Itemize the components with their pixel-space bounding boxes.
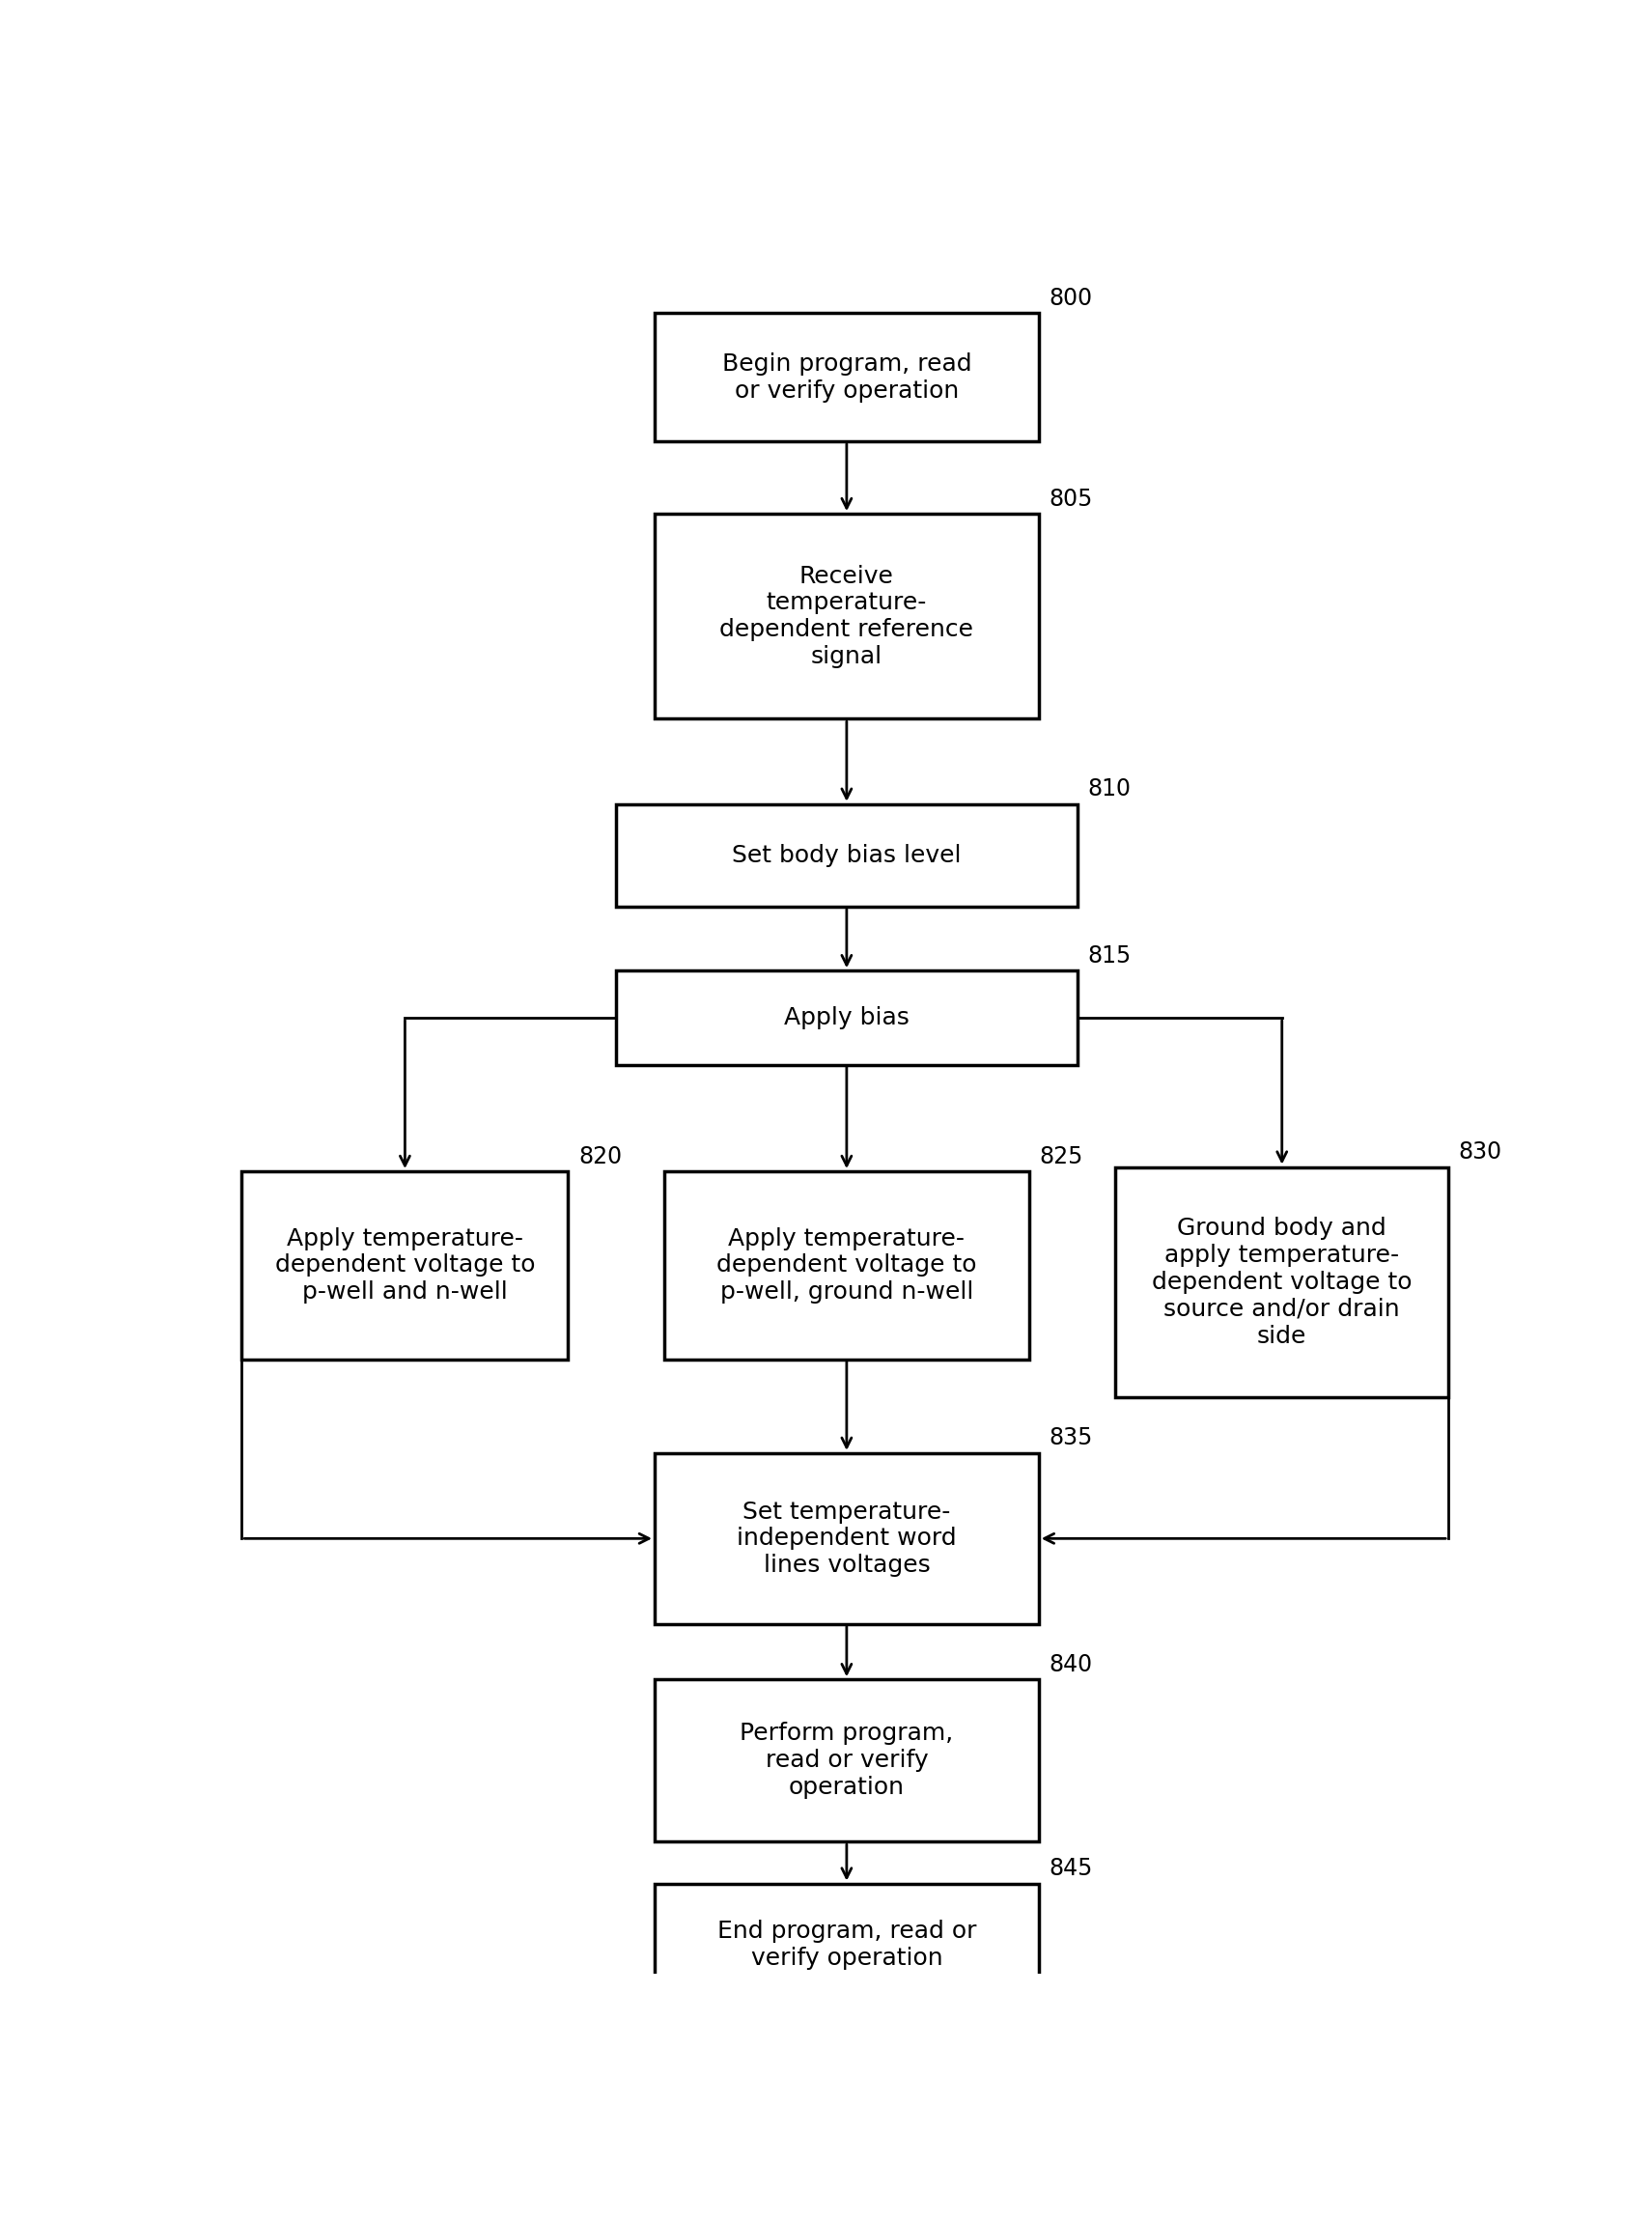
FancyBboxPatch shape <box>654 313 1039 441</box>
Text: 800: 800 <box>1049 286 1092 311</box>
Text: Ground body and
apply temperature-
dependent voltage to
source and/or drain
side: Ground body and apply temperature- depen… <box>1151 1218 1412 1349</box>
FancyBboxPatch shape <box>664 1171 1029 1360</box>
FancyBboxPatch shape <box>654 1883 1039 2007</box>
Text: 845: 845 <box>1049 1856 1092 1881</box>
Text: Apply temperature-
dependent voltage to
p-well, ground n-well: Apply temperature- dependent voltage to … <box>717 1227 976 1304</box>
FancyBboxPatch shape <box>241 1171 568 1360</box>
Text: Receive
temperature-
dependent reference
signal: Receive temperature- dependent reference… <box>720 563 973 668</box>
Text: Begin program, read
or verify operation: Begin program, read or verify operation <box>722 353 971 401</box>
FancyBboxPatch shape <box>616 971 1077 1065</box>
Text: 835: 835 <box>1049 1426 1092 1451</box>
Text: 815: 815 <box>1087 945 1132 967</box>
Text: Set temperature-
independent word
lines voltages: Set temperature- independent word lines … <box>737 1499 957 1577</box>
Text: 820: 820 <box>578 1144 623 1169</box>
Text: 830: 830 <box>1459 1140 1502 1164</box>
Text: 840: 840 <box>1049 1652 1092 1677</box>
Text: Perform program,
read or verify
operation: Perform program, read or verify operatio… <box>740 1721 953 1799</box>
Text: Apply temperature-
dependent voltage to
p-well and n-well: Apply temperature- dependent voltage to … <box>274 1227 535 1304</box>
FancyBboxPatch shape <box>616 805 1077 907</box>
Text: 810: 810 <box>1087 779 1132 801</box>
FancyBboxPatch shape <box>654 1679 1039 1841</box>
Text: 825: 825 <box>1039 1144 1084 1169</box>
Text: Set body bias level: Set body bias level <box>732 843 961 867</box>
FancyBboxPatch shape <box>654 1453 1039 1624</box>
FancyBboxPatch shape <box>1115 1167 1449 1397</box>
Text: 805: 805 <box>1049 488 1092 510</box>
FancyBboxPatch shape <box>654 515 1039 719</box>
Text: End program, read or
verify operation: End program, read or verify operation <box>717 1921 976 1970</box>
Text: Apply bias: Apply bias <box>785 1007 909 1029</box>
